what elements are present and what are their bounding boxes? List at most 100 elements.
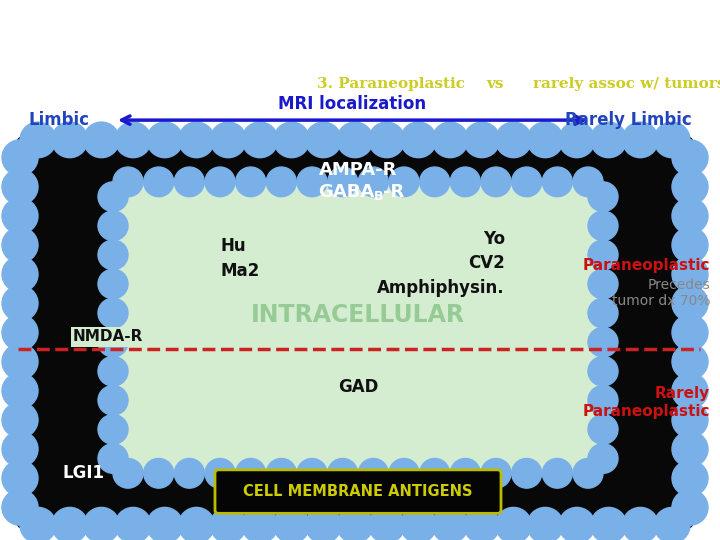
Circle shape: [359, 458, 388, 488]
Circle shape: [2, 256, 38, 292]
Text: MRI localization: MRI localization: [278, 95, 426, 113]
Text: GABA: GABA: [318, 183, 374, 201]
Circle shape: [235, 458, 266, 488]
Text: 1. Membraneous: 1. Membraneous: [317, 9, 460, 23]
Circle shape: [464, 508, 500, 540]
Text: LGI1: LGI1: [62, 464, 104, 482]
Circle shape: [174, 458, 204, 488]
Circle shape: [389, 167, 419, 197]
Circle shape: [147, 122, 183, 158]
Circle shape: [359, 167, 388, 197]
Circle shape: [654, 122, 690, 158]
Circle shape: [559, 122, 595, 158]
Circle shape: [2, 402, 38, 438]
Circle shape: [328, 167, 358, 197]
Circle shape: [588, 240, 618, 269]
Circle shape: [113, 458, 143, 488]
Circle shape: [2, 461, 38, 496]
Circle shape: [98, 444, 128, 474]
Circle shape: [527, 508, 563, 540]
Text: tumor dx 70%: tumor dx 70%: [611, 294, 710, 308]
Circle shape: [588, 182, 618, 212]
Text: -R: -R: [383, 183, 404, 201]
Circle shape: [588, 269, 618, 299]
Circle shape: [2, 286, 38, 321]
Circle shape: [52, 122, 88, 158]
Circle shape: [573, 458, 603, 488]
Circle shape: [266, 167, 297, 197]
Circle shape: [432, 508, 468, 540]
Circle shape: [654, 508, 690, 540]
Circle shape: [588, 327, 618, 357]
Circle shape: [274, 508, 310, 540]
Circle shape: [420, 458, 450, 488]
Circle shape: [144, 458, 174, 488]
Circle shape: [400, 122, 436, 158]
Circle shape: [672, 256, 708, 292]
Circle shape: [400, 508, 436, 540]
Circle shape: [588, 356, 618, 386]
Circle shape: [2, 169, 38, 205]
Circle shape: [115, 508, 151, 540]
Circle shape: [2, 198, 38, 234]
Circle shape: [588, 415, 618, 444]
Circle shape: [464, 122, 500, 158]
Text: 2. Limbic: 2. Limbic: [317, 42, 396, 56]
Circle shape: [672, 286, 708, 321]
Circle shape: [672, 140, 708, 176]
Circle shape: [2, 227, 38, 263]
Circle shape: [590, 122, 626, 158]
Circle shape: [98, 182, 128, 212]
Text: rarely limbic: rarely limbic: [533, 42, 642, 56]
Circle shape: [420, 167, 450, 197]
Circle shape: [590, 508, 626, 540]
Circle shape: [2, 344, 38, 380]
Text: Classification Schemes: Classification Schemes: [7, 19, 402, 50]
Circle shape: [432, 122, 468, 158]
Circle shape: [210, 122, 246, 158]
Circle shape: [527, 122, 563, 158]
Circle shape: [450, 167, 480, 197]
Circle shape: [235, 167, 266, 197]
Text: Rarely Limbic: Rarely Limbic: [565, 111, 692, 129]
Text: rarely assoc w/ tumors: rarely assoc w/ tumors: [533, 77, 720, 91]
Text: CELL MEMBRANE ANTIGENS: CELL MEMBRANE ANTIGENS: [243, 484, 473, 499]
Circle shape: [588, 211, 618, 241]
Text: vs: vs: [486, 77, 503, 91]
Circle shape: [98, 415, 128, 444]
Text: 3. Paraneoplastic: 3. Paraneoplastic: [317, 77, 465, 91]
Circle shape: [672, 315, 708, 350]
Circle shape: [2, 490, 38, 525]
Circle shape: [450, 458, 480, 488]
Circle shape: [2, 373, 38, 409]
Circle shape: [84, 508, 120, 540]
Circle shape: [210, 508, 246, 540]
Circle shape: [98, 240, 128, 269]
Circle shape: [672, 431, 708, 467]
Circle shape: [98, 327, 128, 357]
Text: Amphiphysin.: Amphiphysin.: [377, 279, 505, 297]
Circle shape: [542, 167, 572, 197]
Circle shape: [495, 508, 531, 540]
Circle shape: [495, 122, 531, 158]
Circle shape: [115, 122, 151, 158]
Circle shape: [98, 211, 128, 241]
FancyBboxPatch shape: [215, 470, 501, 514]
Text: Paraneoplastic: Paraneoplastic: [582, 258, 710, 273]
Circle shape: [98, 386, 128, 415]
Text: NMDA-R: NMDA-R: [73, 329, 143, 345]
Circle shape: [305, 508, 341, 540]
Circle shape: [672, 344, 708, 380]
Text: INTRACELLULAR: INTRACELLULAR: [251, 303, 465, 327]
Circle shape: [369, 508, 405, 540]
Circle shape: [274, 122, 310, 158]
Circle shape: [337, 122, 373, 158]
Circle shape: [20, 508, 56, 540]
Text: Yo: Yo: [483, 230, 505, 248]
Circle shape: [179, 122, 215, 158]
Circle shape: [52, 508, 88, 540]
Circle shape: [512, 167, 541, 197]
Circle shape: [481, 167, 511, 197]
Circle shape: [672, 490, 708, 525]
Circle shape: [672, 227, 708, 263]
